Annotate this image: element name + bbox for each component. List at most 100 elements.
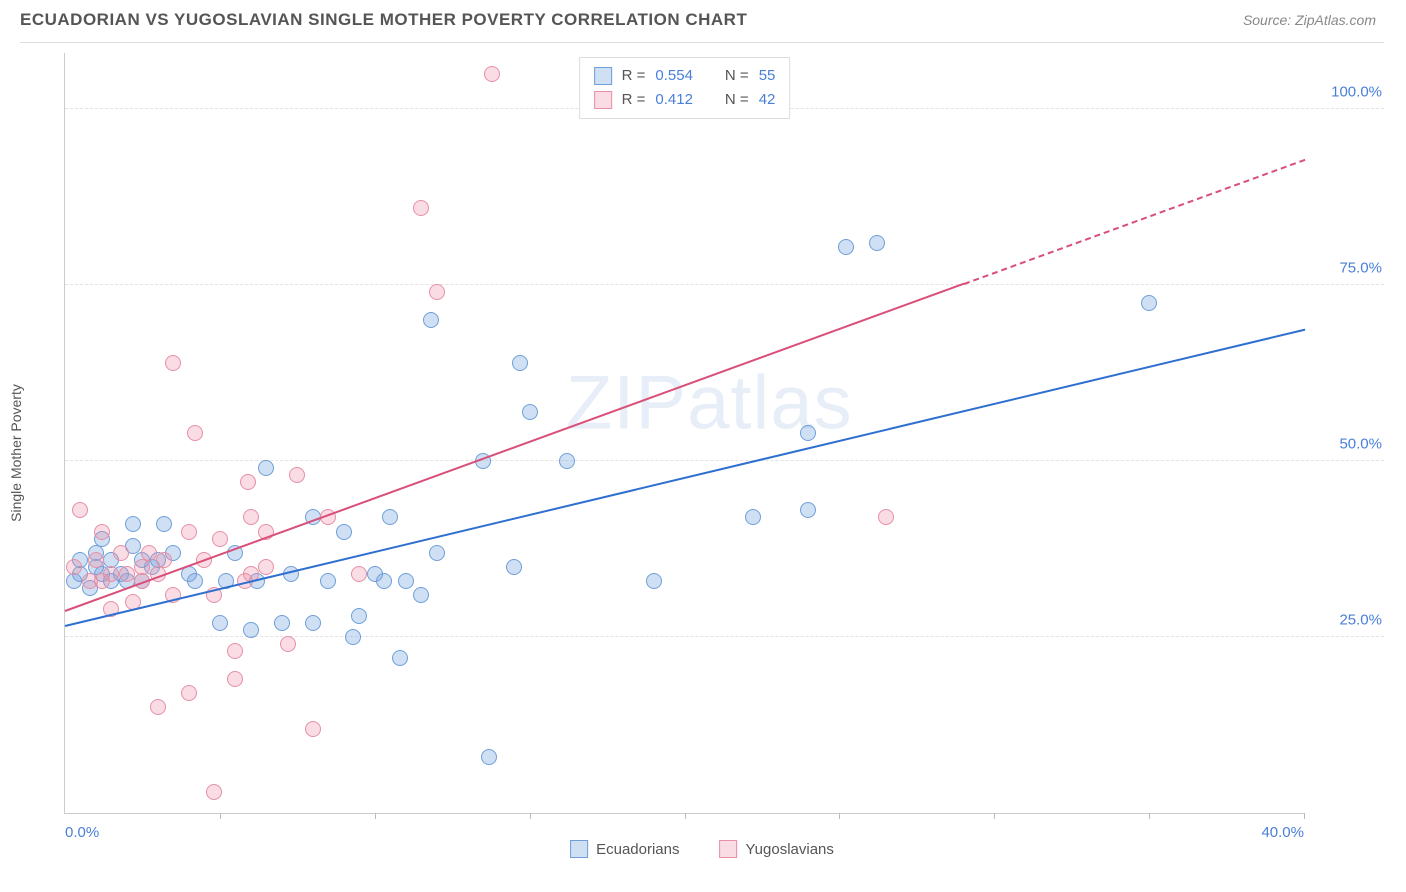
data-point-ecuadorians	[522, 404, 538, 420]
data-point-ecuadorians	[429, 545, 445, 561]
data-point-yugoslavians	[429, 284, 445, 300]
data-point-yugoslavians	[72, 502, 88, 518]
data-point-ecuadorians	[506, 559, 522, 575]
x-tick	[375, 813, 376, 819]
x-tick	[839, 813, 840, 819]
data-point-yugoslavians	[187, 425, 203, 441]
legend-swatch	[570, 840, 588, 858]
data-point-yugoslavians	[181, 685, 197, 701]
chart-title: ECUADORIAN VS YUGOSLAVIAN SINGLE MOTHER …	[20, 10, 747, 30]
data-point-yugoslavians	[165, 355, 181, 371]
gridline-h	[65, 284, 1384, 285]
data-point-ecuadorians	[156, 516, 172, 532]
legend-series-item: Ecuadorians	[570, 840, 679, 858]
x-tick-label: 0.0%	[65, 824, 99, 841]
data-point-yugoslavians	[66, 559, 82, 575]
data-point-ecuadorians	[345, 629, 361, 645]
data-point-ecuadorians	[320, 573, 336, 589]
chart-header: ECUADORIAN VS YUGOSLAVIAN SINGLE MOTHER …	[0, 0, 1406, 36]
data-point-yugoslavians	[305, 721, 321, 737]
y-axis-label: Single Mother Poverty	[8, 384, 24, 522]
y-tick-label: 75.0%	[1339, 260, 1382, 277]
x-tick	[1304, 813, 1305, 819]
data-point-yugoslavians	[113, 545, 129, 561]
y-tick-label: 25.0%	[1339, 612, 1382, 629]
source-prefix: Source:	[1243, 12, 1295, 28]
data-point-ecuadorians	[413, 587, 429, 603]
legend-r-label: R =	[622, 88, 646, 112]
x-tick	[994, 813, 995, 819]
data-point-yugoslavians	[94, 524, 110, 540]
source-attribution: Source: ZipAtlas.com	[1243, 12, 1376, 28]
data-point-ecuadorians	[1141, 295, 1157, 311]
data-point-ecuadorians	[382, 509, 398, 525]
legend-series-item: Yugoslavians	[719, 840, 833, 858]
x-tick-label: 40.0%	[1261, 824, 1304, 841]
legend-swatch	[719, 840, 737, 858]
data-point-yugoslavians	[258, 559, 274, 575]
data-point-ecuadorians	[351, 608, 367, 624]
data-point-yugoslavians	[134, 559, 150, 575]
data-point-yugoslavians	[119, 566, 135, 582]
data-point-yugoslavians	[141, 545, 157, 561]
data-point-yugoslavians	[212, 531, 228, 547]
legend-n-label: N =	[725, 88, 749, 112]
x-tick	[220, 813, 221, 819]
legend-bottom: Ecuadorians Yugoslavians	[570, 840, 834, 858]
data-point-yugoslavians	[289, 467, 305, 483]
data-point-yugoslavians	[351, 566, 367, 582]
legend-stats-row: R =0.554N =55	[594, 64, 776, 88]
legend-swatch	[594, 67, 612, 85]
legend-n-label: N =	[725, 64, 749, 88]
data-point-ecuadorians	[646, 573, 662, 589]
data-point-yugoslavians	[181, 524, 197, 540]
data-point-yugoslavians	[206, 784, 222, 800]
data-point-yugoslavians	[150, 699, 166, 715]
x-tick	[1149, 813, 1150, 819]
chart-container: Single Mother Poverty ZIPatlas 25.0%50.0…	[20, 42, 1384, 862]
legend-stats-row: R = 0.412 N = 42	[594, 88, 776, 112]
data-point-ecuadorians	[838, 239, 854, 255]
data-point-yugoslavians	[243, 509, 259, 525]
data-point-ecuadorians	[800, 502, 816, 518]
data-point-yugoslavians	[413, 200, 429, 216]
trend-line	[964, 159, 1306, 285]
plot-area: ZIPatlas 25.0%50.0%75.0%100.0%0.0%40.0%R…	[64, 53, 1304, 814]
data-point-ecuadorians	[559, 453, 575, 469]
data-point-ecuadorians	[125, 516, 141, 532]
data-point-yugoslavians	[280, 636, 296, 652]
legend-stats: R =0.554N =55R =0.412N =42	[579, 57, 791, 119]
data-point-ecuadorians	[398, 573, 414, 589]
data-point-ecuadorians	[481, 749, 497, 765]
data-point-ecuadorians	[423, 312, 439, 328]
data-point-yugoslavians	[227, 643, 243, 659]
legend-series-label: Yugoslavians	[745, 841, 833, 858]
legend-n-value: 55	[759, 64, 776, 88]
source-name: ZipAtlas.com	[1295, 12, 1376, 28]
x-tick	[530, 813, 531, 819]
legend-r-value: 0.412	[655, 88, 693, 112]
x-tick	[685, 813, 686, 819]
gridline-h	[65, 636, 1384, 637]
data-point-ecuadorians	[274, 615, 290, 631]
y-tick-label: 50.0%	[1339, 436, 1382, 453]
data-point-yugoslavians	[156, 552, 172, 568]
data-point-yugoslavians	[484, 66, 500, 82]
legend-swatch	[594, 91, 612, 109]
data-point-ecuadorians	[800, 425, 816, 441]
data-point-ecuadorians	[512, 355, 528, 371]
data-point-yugoslavians	[103, 566, 119, 582]
y-tick-label: 100.0%	[1331, 84, 1382, 101]
data-point-ecuadorians	[212, 615, 228, 631]
data-point-yugoslavians	[240, 474, 256, 490]
legend-series-label: Ecuadorians	[596, 841, 679, 858]
legend-n-value: 42	[759, 88, 776, 112]
data-point-yugoslavians	[878, 509, 894, 525]
data-point-ecuadorians	[305, 615, 321, 631]
data-point-ecuadorians	[392, 650, 408, 666]
data-point-ecuadorians	[243, 622, 259, 638]
data-point-ecuadorians	[869, 235, 885, 251]
data-point-ecuadorians	[745, 509, 761, 525]
legend-r-label: R =	[622, 64, 646, 88]
data-point-ecuadorians	[187, 573, 203, 589]
